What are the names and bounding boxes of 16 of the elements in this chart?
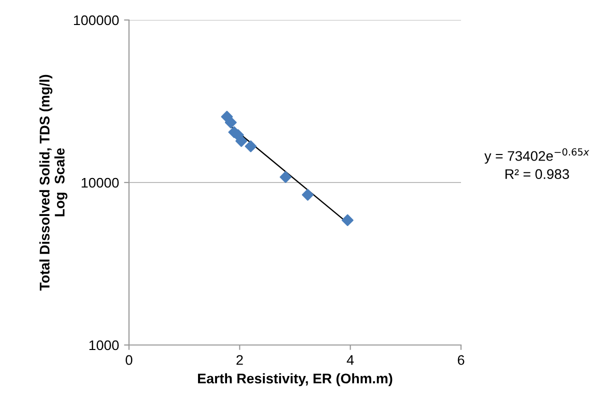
x-tick-label: 0 [126, 355, 132, 365]
point [235, 135, 248, 147]
text: y = 73402e$^{−0.65x}$ R² = 0.983 [484, 148, 590, 180]
y-tick-label: 100000 [74, 15, 119, 26]
point [280, 171, 292, 183]
x-tick-label: 2 [236, 355, 243, 365]
point [302, 188, 314, 201]
x-tick-label: 6 [458, 355, 464, 365]
point [342, 214, 354, 226]
y-axis-title: Total Dissolved Solid, TDS (mg/l) Log Scale [39, 74, 68, 291]
x-axis-title: Earth Resistivity, ER (Ohm.m) [198, 373, 392, 386]
y-tick-label: 1000 [89, 340, 119, 350]
x-tick-label: 4 [346, 355, 354, 365]
point [224, 116, 237, 128]
y-tick-label: 10000 [82, 178, 119, 188]
point [244, 140, 257, 152]
